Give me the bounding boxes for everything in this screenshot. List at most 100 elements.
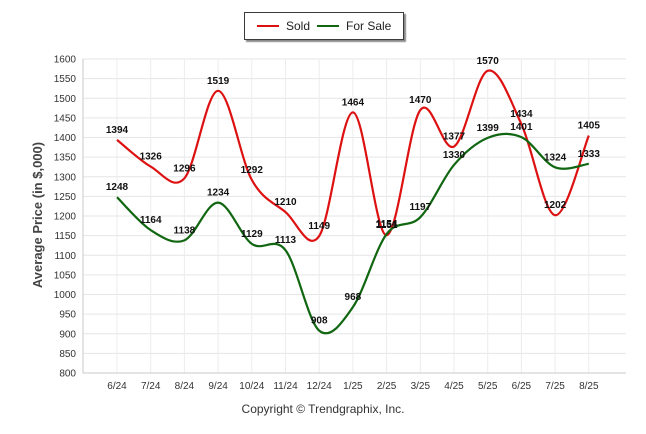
data-point-for-sale [520,136,523,139]
data-label-sold: 1470 [409,95,432,106]
data-label-for-sale: 1330 [443,150,466,161]
x-tick-label: 2/25 [377,381,397,392]
data-label-for-sale: 1154 [376,219,398,230]
data-label-sold: 1464 [342,97,365,108]
y-tick-label: 1550 [54,74,77,85]
data-point-for-sale [318,329,321,332]
data-point-sold [217,89,220,92]
y-tick-label: 1450 [54,113,77,124]
data-point-for-sale [149,229,152,232]
x-tick-label: 7/25 [545,381,565,392]
y-tick-label: 800 [59,369,76,380]
y-tick-label: 1600 [54,55,77,66]
data-point-for-sale [554,166,557,169]
data-point-for-sale [385,233,388,236]
y-tick-label: 900 [59,329,76,340]
grid-lines [83,58,626,374]
data-point-for-sale [183,239,186,242]
y-tick-label: 1100 [54,251,76,262]
data-point-for-sale [486,136,489,139]
y-tick-label: 1000 [54,290,77,301]
data-label-sold: 1149 [308,221,330,232]
y-tick-label: 1300 [54,172,77,183]
series-lines [116,69,590,335]
series-line-for-sale [116,132,589,335]
data-label-sold: 1377 [443,132,466,143]
data-point-sold [587,134,590,137]
data-label-sold: 1151 [376,220,398,231]
data-label-sold: 1210 [274,197,297,208]
data-point-sold [284,211,287,214]
x-tick-label: 7/24 [141,381,161,392]
data-point-sold [183,177,186,180]
y-tick-label: 1350 [54,153,77,164]
data-label-for-sale: 1138 [174,225,196,236]
data-label-for-sale: 1234 [207,188,230,199]
data-label-for-sale: 1197 [409,202,431,213]
data-label-sold: 1394 [106,125,129,136]
data-label-for-sale: 1399 [477,123,500,134]
data-point-sold [453,145,456,148]
data-point-for-sale [587,162,590,165]
y-tick-label: 1150 [54,231,76,242]
x-tick-label: 10/24 [239,381,264,392]
y-axis-label: Average Price (in $,000) [30,142,45,288]
data-label-for-sale: 1401 [510,122,533,133]
legend-label-sold: Sold [286,19,311,33]
data-point-sold [318,235,321,238]
data-label-for-sale: 968 [345,292,362,303]
y-tick-label: 1400 [54,133,77,144]
y-tick-label: 1500 [54,94,77,105]
data-point-sold [486,69,489,72]
legend-swatch-for-sale [317,25,339,27]
data-point-for-sale [284,249,287,252]
y-tick-label: 1250 [54,192,77,203]
data-point-for-sale [419,216,422,219]
data-point-sold [554,214,557,217]
x-tick-label: 4/25 [444,381,464,392]
legend-item-sold[interactable]: Sold [257,13,310,39]
data-label-for-sale: 1113 [275,235,297,246]
x-tick-label: 6/24 [107,381,127,392]
x-tick-label: 1/25 [343,381,363,392]
data-label-sold: 1405 [578,121,601,132]
data-label-sold: 1292 [241,165,264,176]
data-labels: 1394 1326 1296 1519 1292 1210 1149 1464 1151 1470… [106,56,600,327]
y-tick-label: 1050 [54,270,77,281]
data-label-for-sale: 1324 [544,152,567,163]
x-tick-label: 11/24 [273,381,298,392]
x-tick-label: 3/25 [411,381,431,392]
x-tick-label: 8/25 [579,381,599,392]
data-point-for-sale [116,196,119,199]
x-tick-label: 6/25 [512,381,532,392]
data-label-sold: 1519 [207,76,230,87]
data-label-for-sale: 1333 [578,149,601,160]
legend-swatch-sold [257,25,279,27]
data-label-sold: 1434 [510,109,533,120]
data-label-sold: 1296 [173,163,196,174]
x-tick-label: 9/24 [208,381,228,392]
x-tick-label: 12/24 [307,381,332,392]
data-point-for-sale [250,242,253,245]
data-point-sold [116,138,119,141]
copyright-text: Copyright © Trendgraphix, Inc. [241,402,405,416]
axes: 800 850 900 950 1000 1050 1100 1150 1200 1250 1300… [54,55,626,392]
y-tick-label: 850 [59,349,76,360]
data-label-for-sale: 908 [311,316,328,327]
data-point-for-sale [453,163,456,166]
legend-label-for-sale: For Sale [346,19,392,33]
x-tick-label: 8/24 [175,381,195,392]
data-point-for-sale [217,201,220,204]
y-tick-label: 950 [59,310,76,321]
legend: Sold For Sale [244,12,404,40]
data-label-for-sale: 1129 [241,229,263,240]
data-label-sold: 1326 [140,152,163,163]
data-label-sold: 1202 [544,200,567,211]
data-point-sold [419,109,422,112]
data-label-sold: 1570 [477,56,500,67]
legend-item-for-sale[interactable]: For Sale [317,13,391,39]
data-label-for-sale: 1248 [106,182,129,193]
data-point-sold [351,111,354,114]
data-point-for-sale [351,306,354,309]
